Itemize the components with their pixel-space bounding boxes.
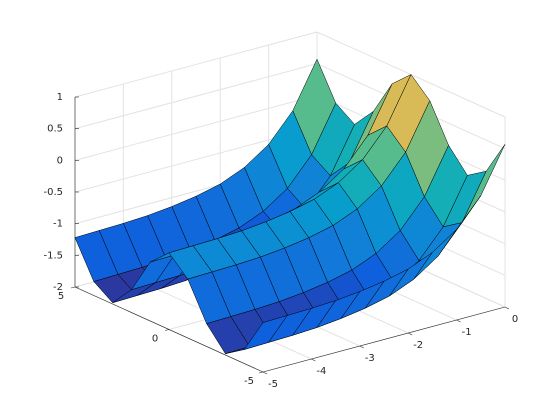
z-tick-label: 0 (57, 155, 63, 166)
x-tick (311, 358, 316, 362)
grid-line (74, 94, 318, 161)
y-tick-label: -5 (244, 376, 254, 387)
x-tick-label: -4 (316, 366, 326, 377)
x-tick (456, 319, 461, 323)
x-tick-label: 0 (512, 314, 518, 325)
y-tick (164, 329, 170, 331)
x-tick-label: -1 (462, 327, 472, 338)
x-tick-label: -2 (413, 340, 423, 351)
x-tick (408, 332, 413, 336)
y-tick (70, 286, 76, 289)
z-tick-label: 1 (57, 92, 63, 103)
y-tick-label: 5 (58, 291, 64, 302)
z-tick-label: -1.5 (43, 250, 63, 261)
y-tick-label: 0 (152, 334, 158, 345)
z-tick-label: -1 (53, 219, 63, 230)
y-tick (258, 371, 264, 374)
z-tick-label: -0.5 (43, 187, 63, 198)
x-tick-label: -3 (365, 353, 375, 364)
grid-line (74, 31, 318, 98)
grid-line (74, 63, 318, 130)
z-tick-label: 0.5 (47, 124, 63, 135)
surface-patch (243, 315, 288, 350)
x-tick (262, 371, 268, 375)
x-tick (359, 345, 364, 349)
x-tick (504, 306, 510, 310)
x-tick-label: -5 (268, 379, 278, 390)
axis-box-edge (262, 306, 506, 373)
z-tick-label: -2 (53, 282, 63, 293)
